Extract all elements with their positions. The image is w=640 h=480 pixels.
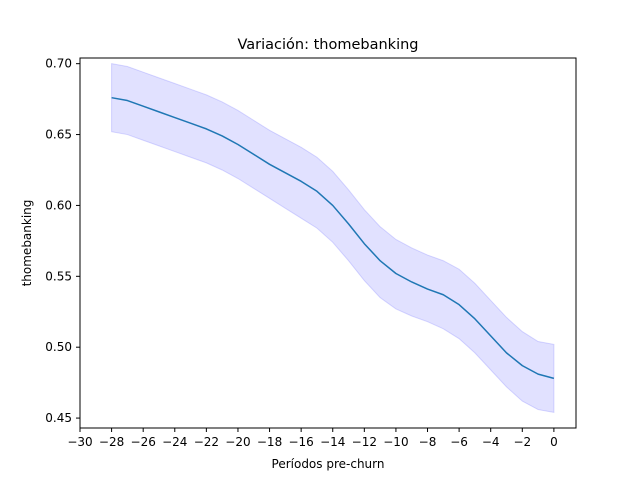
data-point	[442, 293, 445, 296]
data-point	[221, 134, 224, 137]
data-point	[300, 180, 303, 183]
data-point	[236, 143, 239, 146]
y-tick-label: 0.65	[45, 128, 72, 142]
x-tick-label: −16	[288, 435, 313, 449]
data-point	[142, 105, 145, 108]
x-tick-label: −2	[513, 435, 531, 449]
x-tick-label: −12	[352, 435, 377, 449]
x-tick-label: −26	[131, 435, 156, 449]
data-point	[552, 377, 555, 380]
y-axis-label: thomebanking	[20, 200, 34, 287]
data-point	[379, 259, 382, 262]
data-point	[363, 242, 366, 245]
y-tick-label: 0.50	[45, 340, 72, 354]
x-tick-label: −14	[320, 435, 345, 449]
x-tick-label: −8	[419, 435, 437, 449]
x-tick-label: −24	[162, 435, 187, 449]
data-point	[458, 303, 461, 306]
data-point	[205, 127, 208, 130]
data-point	[157, 110, 160, 113]
x-tick-label: −6	[450, 435, 468, 449]
x-tick-label: −4	[482, 435, 500, 449]
data-point	[331, 204, 334, 207]
y-tick-label: 0.60	[45, 198, 72, 212]
data-point	[489, 334, 492, 337]
x-tick-label: −20	[225, 435, 250, 449]
data-point	[473, 317, 476, 320]
confidence-band	[111, 63, 555, 414]
axes-frame	[79, 57, 577, 429]
data-point	[173, 116, 176, 119]
x-tick-label: −22	[194, 435, 219, 449]
x-tick-label: −18	[257, 435, 282, 449]
x-tick-label: 0	[550, 435, 558, 449]
data-point	[252, 153, 255, 156]
y-tick-label: 0.55	[45, 269, 72, 283]
data-point	[410, 280, 413, 283]
data-point	[315, 190, 318, 193]
data-point	[284, 171, 287, 174]
x-tick-label: −28	[99, 435, 124, 449]
data-point	[394, 272, 397, 275]
plot-area	[110, 63, 555, 414]
y-tick-label: 0.70	[45, 57, 72, 71]
data-point	[521, 364, 524, 367]
x-tick-label: −30	[67, 435, 92, 449]
data-point	[347, 222, 350, 225]
data-point	[110, 96, 113, 99]
data-point	[189, 122, 192, 125]
data-point	[126, 99, 129, 102]
x-tick-label: −10	[383, 435, 408, 449]
data-point	[537, 373, 540, 376]
data-point	[505, 351, 508, 354]
x-axis: −30 −28 −26 −24 −22 −20 −18 −16 −14 −12 −10 −8 −6 −4−…	[67, 428, 558, 449]
chart-title: Variación: thomebanking	[237, 37, 418, 53]
y-tick-label: 0.45	[45, 411, 72, 425]
x-axis-label: Períodos pre-churn	[272, 457, 385, 471]
data-point	[268, 163, 271, 166]
y-axis: 0.45 0.50 0.55 0.60 0.65 0.70	[45, 57, 80, 425]
data-point	[426, 288, 429, 291]
series-line	[111, 96, 555, 380]
